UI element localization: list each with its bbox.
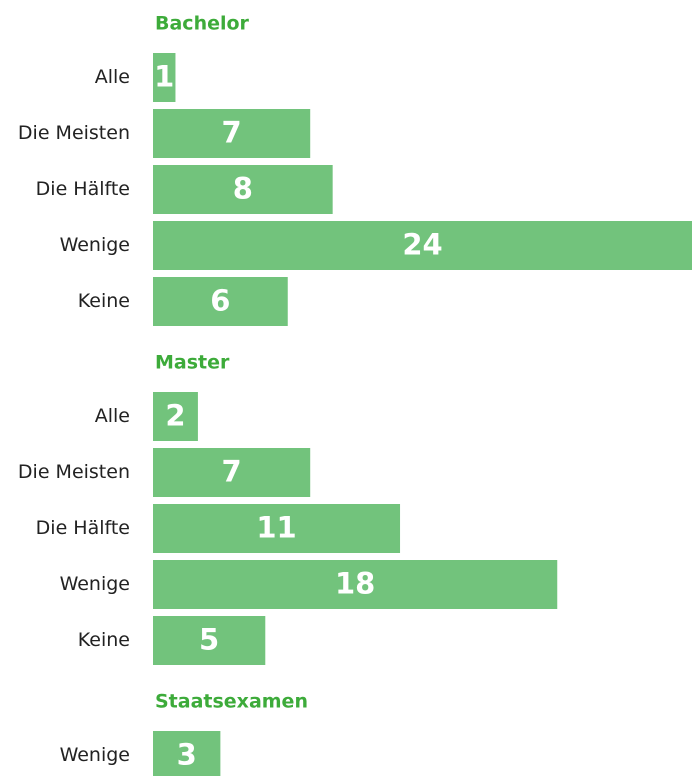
category-label: Die Meisten [18,122,130,144]
category-label: Keine [78,290,130,312]
bar [153,53,176,102]
category-label: Wenige [60,744,130,766]
bar [153,504,401,553]
category-label: Die Meisten [18,461,130,483]
bar [153,448,311,497]
value-label: 3 [177,738,197,772]
value-label: 18 [335,567,375,601]
category-label: Die Hälfte [36,178,130,200]
group-title: Bachelor [155,13,250,35]
category-label: Die Hälfte [36,517,130,539]
group-title: Master [155,352,230,374]
group-title: Staatsexamen [155,691,308,713]
value-label: 7 [222,116,242,150]
value-label: 5 [199,623,219,657]
bar [153,165,333,214]
bar [153,731,221,776]
value-label: 2 [165,399,185,433]
category-label: Alle [95,405,130,427]
value-label: 7 [222,455,242,489]
bar [153,560,558,609]
bar [153,616,266,665]
bar [153,392,198,441]
category-label: Alle [95,66,130,88]
bar [153,109,311,158]
bar [153,277,288,326]
value-label: 8 [233,172,253,206]
category-label: Wenige [60,573,130,595]
category-label: Keine [78,629,130,651]
value-label: 11 [256,511,296,545]
value-label: 24 [402,228,442,262]
category-label: Wenige [60,234,130,256]
bar [153,221,692,270]
value-label: 6 [210,284,230,318]
value-label: 1 [154,60,174,94]
